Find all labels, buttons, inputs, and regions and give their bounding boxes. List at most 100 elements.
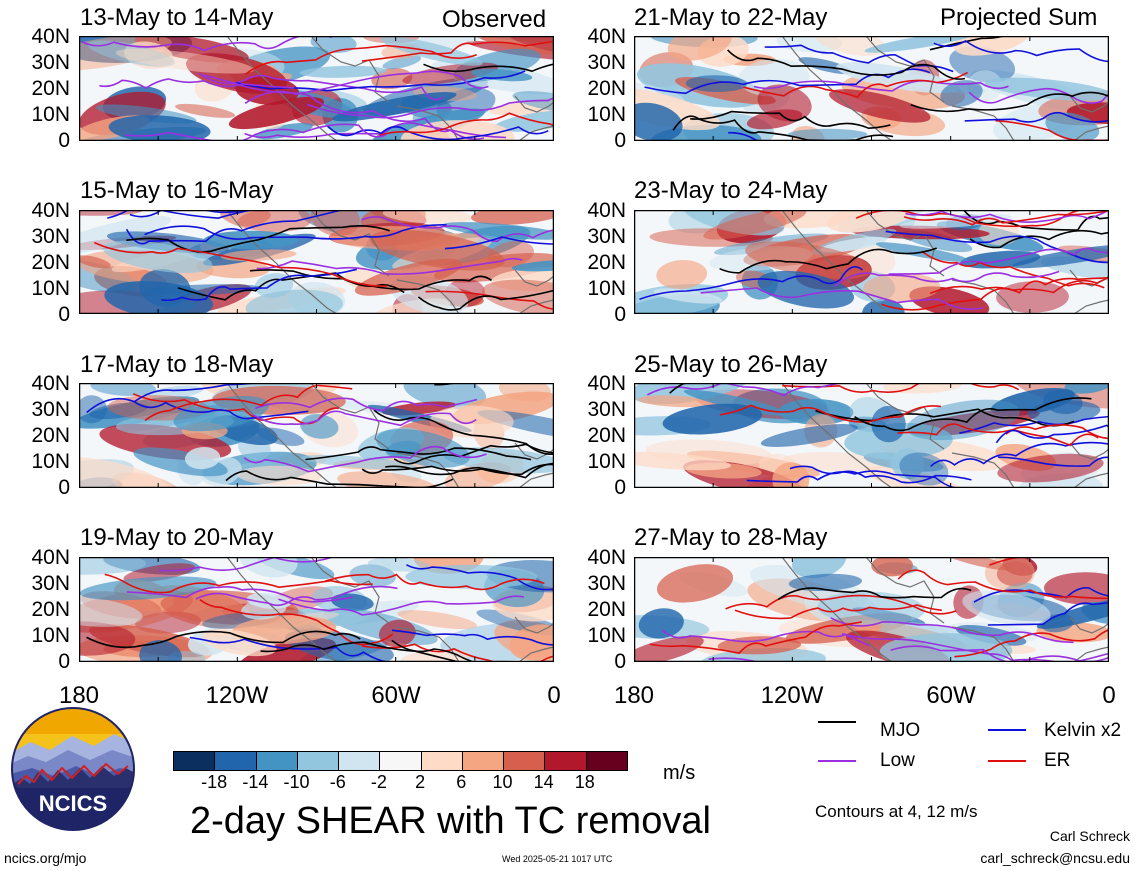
- shear-anomaly-patch: [442, 222, 554, 240]
- footer-url[interactable]: ncics.org/mjo: [4, 850, 87, 866]
- shear-anomaly-patch: [778, 398, 854, 425]
- filtered-shear-contour: [99, 78, 295, 89]
- lat-label-left-1-2: 20N: [31, 77, 70, 100]
- shear-anomaly-patch: [700, 648, 827, 662]
- legend-label-kelvin: Kelvin x2: [1044, 720, 1122, 741]
- lat-label-left-3-2: 20N: [31, 424, 70, 447]
- lat-label-left-1-0: 40N: [31, 25, 70, 48]
- filtered-shear-contour: [903, 210, 1109, 226]
- colorbar-swatch: [503, 752, 545, 770]
- shear-anomaly-patch: [79, 259, 138, 293]
- panel-title-left-4: 19-May to 20-May: [80, 524, 274, 551]
- shear-anomaly-patch: [299, 65, 387, 78]
- shear-anomaly-patch: [1027, 400, 1101, 424]
- lat-label-right-3-1: 30N: [587, 398, 626, 421]
- lat-label-right-2-4: 0: [614, 303, 626, 326]
- filtered-shear-contour: [423, 63, 554, 73]
- shear-anomaly-patch: [871, 557, 913, 577]
- filtered-shear-contour: [361, 40, 554, 62]
- lon-label-left-0: 0: [547, 682, 561, 709]
- panel-title-left-3: 17-May to 18-May: [80, 351, 274, 378]
- filtered-shear-contour: [93, 241, 388, 287]
- filtered-shear-contour: [417, 289, 554, 311]
- filtered-shear-contour: [86, 630, 361, 649]
- shear-anomaly-patch: [788, 128, 868, 140]
- filtered-shear-contour: [393, 443, 554, 465]
- filtered-shear-contour: [639, 266, 863, 300]
- filtered-shear-contour: [133, 383, 263, 403]
- filtered-shear-contour: [189, 636, 409, 662]
- shear-anomaly-patch: [237, 465, 322, 486]
- filtered-shear-contour: [385, 462, 554, 479]
- filtered-shear-contour: [444, 236, 554, 250]
- filtered-shear-contour: [81, 36, 333, 52]
- shear-anomaly-patch: [87, 40, 176, 67]
- shear-anomaly-patch: [634, 635, 704, 662]
- projected-header: Projected Sum: [940, 4, 1098, 31]
- shear-anomaly-patch: [382, 55, 422, 70]
- filtered-shear-contour: [204, 70, 489, 94]
- lat-label-left-2-4: 0: [58, 303, 70, 326]
- legend-line-kelvin: [988, 729, 1026, 731]
- shear-anomaly-patch: [899, 213, 1012, 229]
- coastline: [781, 557, 1109, 662]
- filtered-shear-contour: [646, 383, 846, 397]
- lat-label-right-2-2: 20N: [587, 251, 626, 274]
- filtered-shear-contour: [830, 617, 1074, 644]
- colorbar-swatch: [338, 752, 380, 770]
- filtered-shear-contour: [719, 247, 937, 274]
- colorbar-swatch: [214, 752, 256, 770]
- chart-title: 2-day SHEAR with TC removal: [190, 800, 711, 842]
- filtered-shear-contour: [700, 287, 983, 310]
- footer-email[interactable]: carl_schreck@ncsu.edu: [980, 850, 1130, 866]
- lat-label-left-3-0: 40N: [31, 372, 70, 395]
- shear-anomaly-patch: [256, 427, 305, 446]
- filtered-shear-contour: [753, 80, 1009, 92]
- shear-anomaly-patch: [667, 36, 732, 61]
- filtered-shear-contour: [124, 123, 387, 141]
- lat-label-right-4-4: 0: [614, 650, 626, 673]
- filtered-shear-contour: [964, 111, 1109, 123]
- lat-label-left-3-1: 30N: [31, 398, 70, 421]
- legend-label-low: Low: [880, 750, 915, 771]
- filtered-shear-contour: [897, 569, 1109, 600]
- lat-label-left-1-1: 30N: [31, 51, 70, 74]
- observed-header: Observed: [442, 6, 547, 33]
- filtered-shear-contour: [661, 629, 870, 647]
- lat-label-left-3-4: 0: [58, 476, 70, 499]
- filtered-shear-contour: [260, 641, 463, 662]
- shear-anomaly-patch: [471, 210, 554, 225]
- shear-anomaly-patch: [79, 621, 136, 656]
- lat-label-right-3-0: 40N: [587, 372, 626, 395]
- coastline: [226, 36, 554, 141]
- filtered-shear-contour: [199, 598, 394, 646]
- legend-label-mjo: MJO: [880, 720, 921, 741]
- shear-map-right-4: [634, 557, 1109, 662]
- shear-anomaly-patch: [337, 471, 438, 488]
- filtered-shear-contour: [834, 270, 1060, 287]
- legend-line-low: [818, 760, 856, 762]
- colorbar-tick-label: -18: [201, 772, 228, 792]
- logo-text: NCICS: [39, 791, 107, 816]
- shear-anomaly-patch: [331, 593, 374, 611]
- lat-label-right-2-3: 10N: [587, 277, 626, 300]
- filtered-shear-contour: [885, 230, 1109, 264]
- shear-anomaly-patch: [906, 399, 1020, 441]
- shear-anomaly-patch: [745, 241, 872, 279]
- lat-label-right-3-3: 10N: [587, 450, 626, 473]
- shear-anomaly-patch: [829, 89, 931, 123]
- filtered-shear-contour: [746, 470, 957, 488]
- lat-label-right-2-1: 30N: [587, 225, 626, 248]
- shear-anomaly-patch: [1045, 112, 1100, 141]
- filtered-shear-contour: [144, 224, 447, 240]
- filtered-shear-contour: [929, 277, 1109, 295]
- colorbar-tick-label: -2: [370, 772, 387, 792]
- legend-line-er: [988, 760, 1026, 762]
- filtered-shear-contour: [107, 210, 249, 219]
- shear-anomaly-patch: [79, 576, 217, 601]
- filtered-shear-contour: [929, 36, 1006, 51]
- lon-label-right-120w: 120W: [760, 682, 824, 709]
- shear-anomaly-patch: [953, 36, 1031, 56]
- shear-anomaly-patch: [634, 383, 757, 405]
- filtered-shear-contour: [391, 629, 554, 646]
